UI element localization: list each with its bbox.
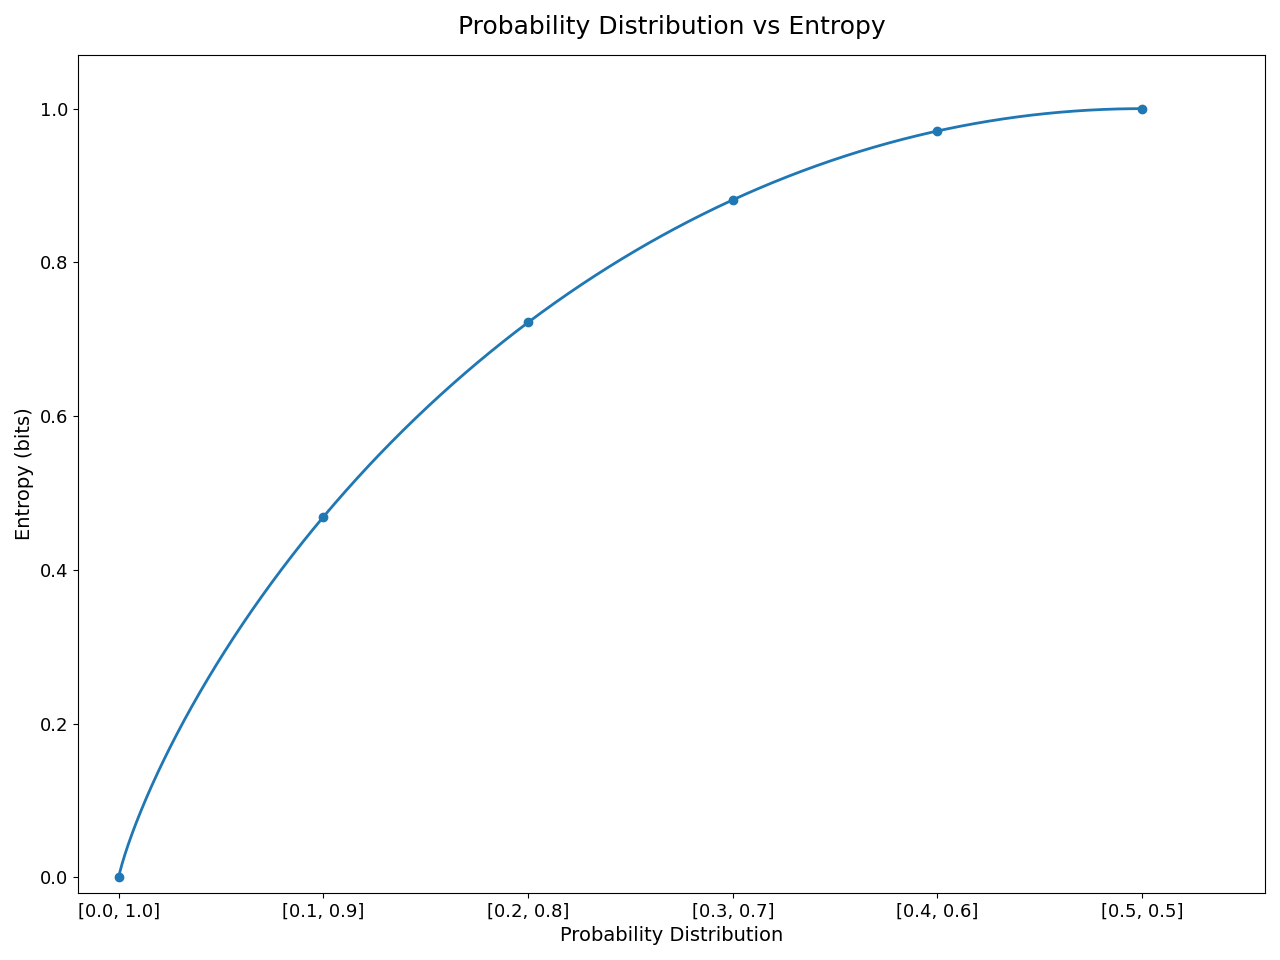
Y-axis label: Entropy (bits): Entropy (bits): [15, 407, 35, 540]
Title: Probability Distribution vs Entropy: Probability Distribution vs Entropy: [457, 15, 886, 39]
X-axis label: Probability Distribution: Probability Distribution: [559, 926, 783, 945]
